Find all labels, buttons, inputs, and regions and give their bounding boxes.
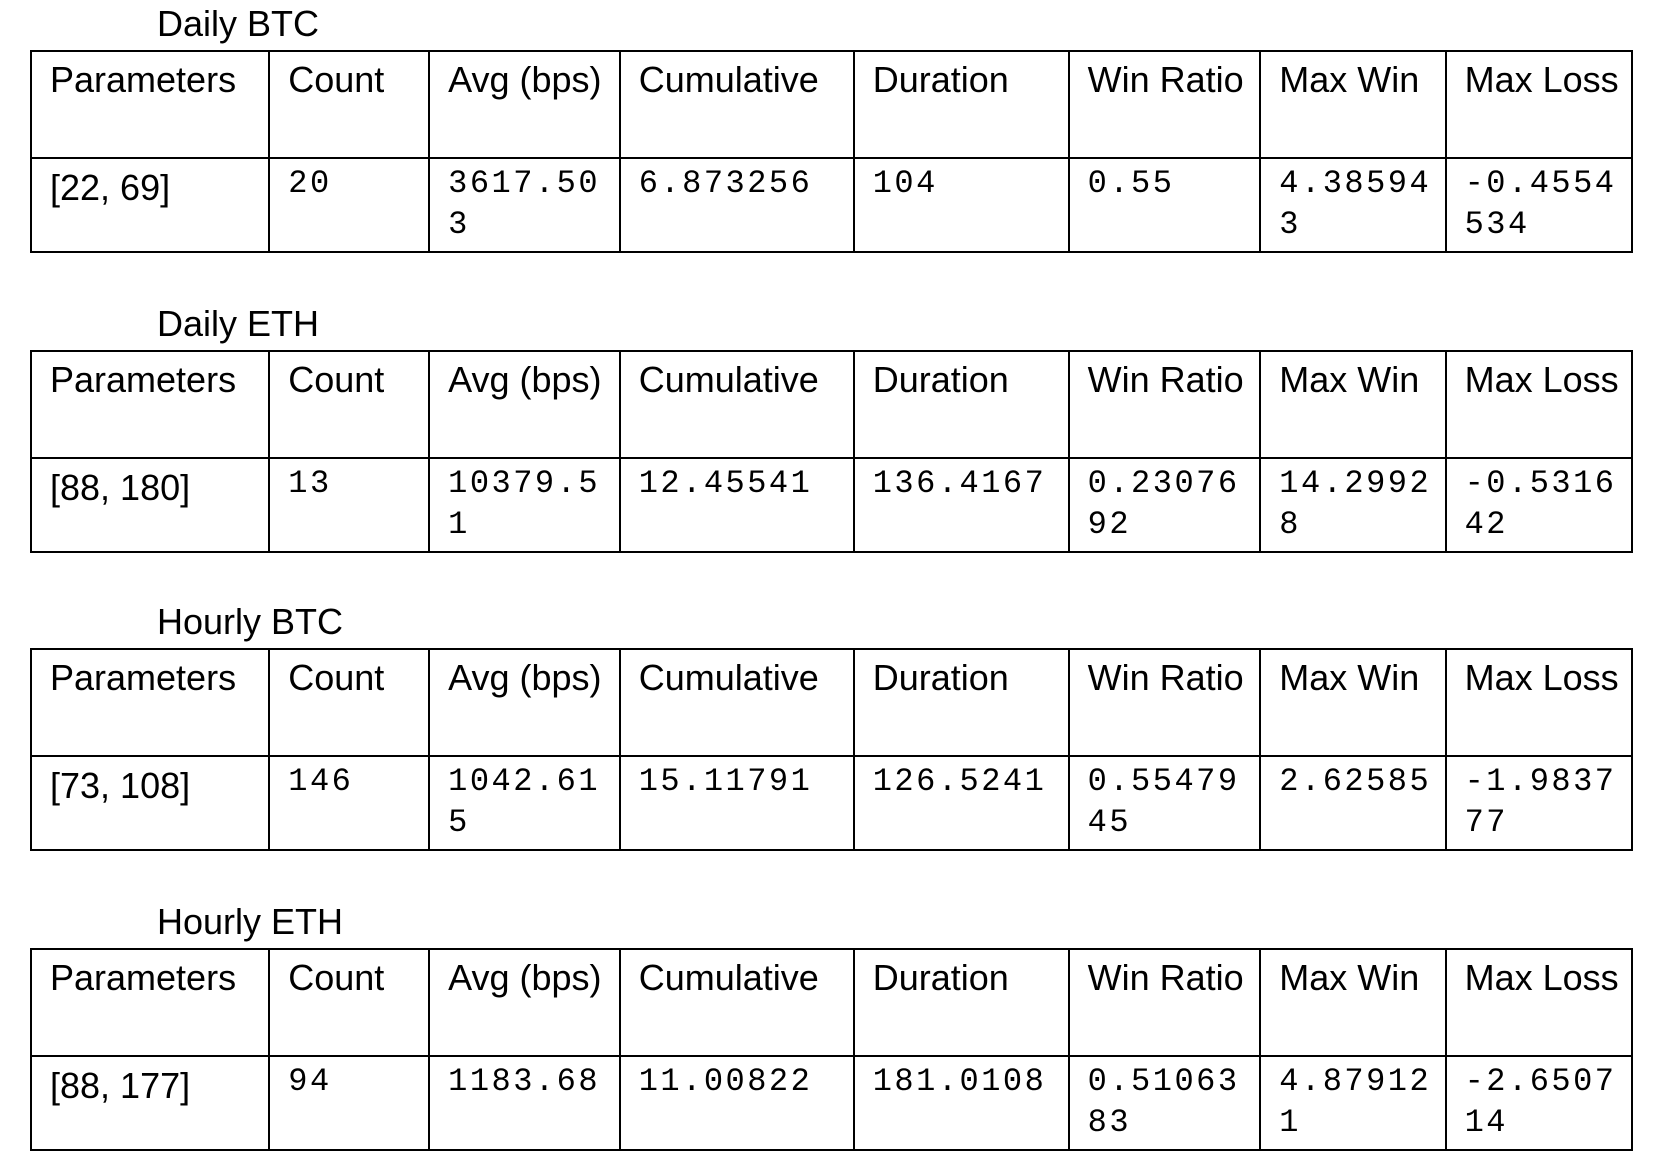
- header-cell: Win Ratio: [1067, 50, 1262, 159]
- header-cell: Duration: [852, 350, 1070, 459]
- stats-table: Parameters Count Avg (bps) Cumulative Du…: [29, 948, 1634, 1151]
- header-cell: Win Ratio: [1067, 350, 1262, 459]
- header-cell: Cumulative: [618, 648, 855, 757]
- header-cell: Max Loss: [1444, 648, 1634, 757]
- section-hourly-btc: Hourly BTC Parameters Count Avg (bps) Cu…: [29, 602, 1634, 851]
- section-daily-btc: Daily BTC Parameters Count Avg (bps) Cum…: [29, 4, 1634, 253]
- header-cell: Win Ratio: [1067, 948, 1262, 1057]
- data-cell: -0.531642: [1444, 457, 1634, 553]
- header-cell: Max Win: [1259, 350, 1447, 459]
- data-cell: 146: [268, 755, 431, 851]
- data-cell: 1042.615: [428, 755, 621, 851]
- data-cell: 0.5547945: [1067, 755, 1262, 851]
- header-cell: Max Loss: [1444, 948, 1634, 1057]
- data-cell: 12.45541: [618, 457, 855, 553]
- header-cell: Max Win: [1259, 948, 1447, 1057]
- data-cell: 0.5106383: [1067, 1055, 1262, 1151]
- header-cell: Max Loss: [1444, 350, 1634, 459]
- header-cell: Cumulative: [618, 50, 855, 159]
- data-cell: 126.5241: [852, 755, 1070, 851]
- header-cell: Duration: [852, 948, 1070, 1057]
- section-title: Hourly BTC: [157, 601, 344, 642]
- section-title: Daily BTC: [157, 3, 320, 44]
- stats-table: Parameters Count Avg (bps) Cumulative Du…: [29, 50, 1634, 253]
- header-cell: Win Ratio: [1067, 648, 1262, 757]
- data-cell: 0.2307692: [1067, 457, 1262, 553]
- header-cell: Count: [268, 50, 431, 159]
- header-cell: Max Win: [1259, 50, 1447, 159]
- header-cell: Avg (bps): [428, 350, 621, 459]
- data-cell: 4.385943: [1259, 157, 1447, 253]
- data-cell: 94: [268, 1055, 431, 1151]
- data-cell: 181.0108: [852, 1055, 1070, 1151]
- header-cell: Duration: [852, 648, 1070, 757]
- data-cell: 104: [852, 157, 1070, 253]
- header-cell: Avg (bps): [428, 948, 621, 1057]
- header-cell: Count: [268, 648, 431, 757]
- data-cell: [88, 180]: [29, 457, 271, 553]
- data-cell: 136.4167: [852, 457, 1070, 553]
- header-row: Parameters Count Avg (bps) Cumulative Du…: [29, 350, 1634, 459]
- header-cell: Avg (bps): [428, 648, 621, 757]
- data-cell: 6.873256: [618, 157, 855, 253]
- data-cell: 4.879121: [1259, 1055, 1447, 1151]
- data-cell: 3617.503: [428, 157, 621, 253]
- data-cell: 14.29928: [1259, 457, 1447, 553]
- data-cell: -2.650714: [1444, 1055, 1634, 1151]
- table-row: [22, 69] 20 3617.503 6.873256 104 0.55 4…: [29, 157, 1634, 253]
- data-cell: [22, 69]: [29, 157, 271, 253]
- header-cell: Count: [268, 948, 431, 1057]
- section-hourly-eth: Hourly ETH Parameters Count Avg (bps) Cu…: [29, 902, 1634, 1151]
- table-row: [88, 180] 13 10379.51 12.45541 136.4167 …: [29, 457, 1634, 553]
- stats-table: Parameters Count Avg (bps) Cumulative Du…: [29, 648, 1634, 851]
- data-cell: 13: [268, 457, 431, 553]
- data-cell: 20: [268, 157, 431, 253]
- header-cell: Parameters: [29, 50, 271, 159]
- section-daily-eth: Daily ETH Parameters Count Avg (bps) Cum…: [29, 304, 1634, 553]
- data-cell: -0.4554534: [1444, 157, 1634, 253]
- header-cell: Max Win: [1259, 648, 1447, 757]
- data-cell: [88, 177]: [29, 1055, 271, 1151]
- stats-table: Parameters Count Avg (bps) Cumulative Du…: [29, 350, 1634, 553]
- data-cell: 2.62585: [1259, 755, 1447, 851]
- data-cell: 11.00822: [618, 1055, 855, 1151]
- header-cell: Duration: [852, 50, 1070, 159]
- section-title: Hourly ETH: [157, 901, 344, 942]
- table-row: [73, 108] 146 1042.615 15.11791 126.5241…: [29, 755, 1634, 851]
- header-cell: Cumulative: [618, 948, 855, 1057]
- table-row: [88, 177] 94 1183.68 11.00822 181.0108 0…: [29, 1055, 1634, 1151]
- data-cell: 1183.68: [428, 1055, 621, 1151]
- header-row: Parameters Count Avg (bps) Cumulative Du…: [29, 948, 1634, 1057]
- data-cell: 0.55: [1067, 157, 1262, 253]
- data-cell: 15.11791: [618, 755, 855, 851]
- header-cell: Parameters: [29, 648, 271, 757]
- data-cell: [73, 108]: [29, 755, 271, 851]
- header-cell: Cumulative: [618, 350, 855, 459]
- header-cell: Count: [268, 350, 431, 459]
- header-row: Parameters Count Avg (bps) Cumulative Du…: [29, 50, 1634, 159]
- data-cell: -1.983777: [1444, 755, 1634, 851]
- header-cell: Parameters: [29, 350, 271, 459]
- header-cell: Parameters: [29, 948, 271, 1057]
- header-cell: Avg (bps): [428, 50, 621, 159]
- header-cell: Max Loss: [1444, 50, 1634, 159]
- header-row: Parameters Count Avg (bps) Cumulative Du…: [29, 648, 1634, 757]
- data-cell: 10379.51: [428, 457, 621, 553]
- section-title: Daily ETH: [157, 303, 320, 344]
